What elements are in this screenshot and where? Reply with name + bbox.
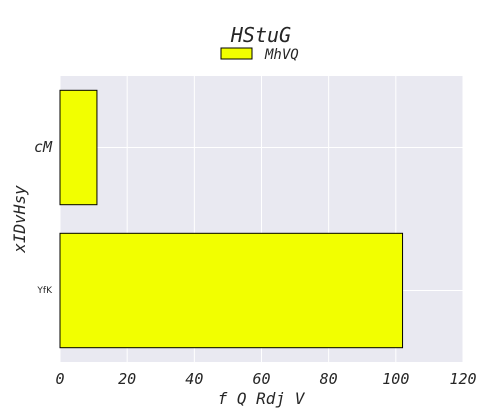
x-tick-label: 20: [118, 370, 136, 388]
x-tick-label: 100: [382, 370, 409, 388]
x-tick-label: 120: [449, 370, 476, 388]
x-tick-label: 0: [55, 370, 64, 388]
bars: [59, 89, 404, 349]
x-tick-labels: 0 20 40 60 80 100 120: [55, 370, 476, 388]
legend-swatch: [220, 47, 253, 60]
x-tick-label: 60: [252, 370, 270, 388]
bar-cM: [59, 89, 98, 206]
y-tick-label: cM: [34, 138, 53, 156]
x-tick-label: 80: [320, 370, 338, 388]
y-tick-labels: cM YfK: [34, 138, 53, 296]
y-tick-label: YfK: [36, 286, 53, 296]
y-axis-label: xIDvHsy: [10, 185, 29, 254]
x-tick-label: 40: [185, 370, 203, 388]
chart-title: HStuG: [230, 23, 291, 47]
legend-label: MhVQ: [264, 47, 299, 63]
bar-YfK: [59, 232, 404, 349]
x-axis-label: f Q Rdj V: [218, 389, 306, 408]
legend: MhVQ: [220, 47, 299, 63]
